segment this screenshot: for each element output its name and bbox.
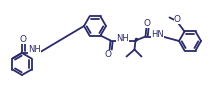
Text: O: O: [144, 19, 151, 28]
Text: NH: NH: [28, 45, 41, 54]
Text: O: O: [20, 34, 27, 43]
Text: NH: NH: [116, 33, 129, 43]
Text: O: O: [104, 50, 111, 59]
Text: HN: HN: [151, 30, 164, 38]
Text: O: O: [174, 15, 181, 24]
